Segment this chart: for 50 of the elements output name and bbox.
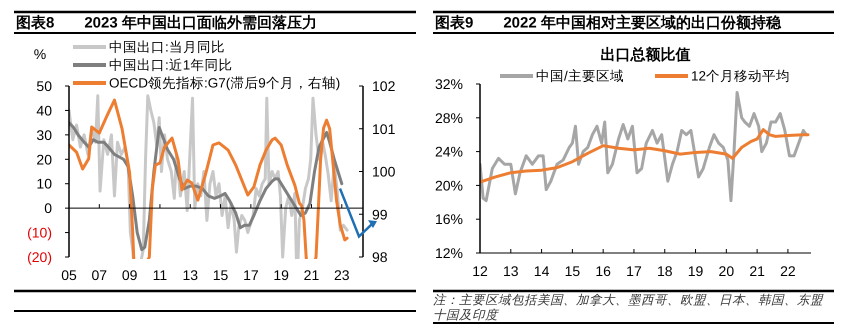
x-tick-label: 17 [243,267,259,283]
x-tick-label: 22 [780,263,796,279]
x-tick-label: 05 [61,267,77,283]
x-tick-label: 17 [626,263,642,279]
x-tick-label: 19 [688,263,704,279]
chart-title: 图表9 2022 年中国相对主要区域的出口份额持稳 [435,14,782,32]
x-tick-label: 18 [656,263,673,279]
y-tick-label: 10 [36,176,52,192]
x-tick-label: 13 [182,267,198,283]
y-tick-label: 40 [36,102,52,118]
legend-label: 中国出口:近1年同比 [109,58,232,72]
legend-label: 中国出口:当月同比 [109,40,225,54]
x-tick-label: 13 [503,263,519,279]
y-tick-label: 32% [434,76,463,92]
y-tick-label: 28% [434,110,463,126]
y-tick-label: 30 [36,126,52,143]
y-tick-label: 24% [434,144,463,160]
y-tick-label: 16% [434,211,463,228]
x-tick-label: 21 [749,263,766,279]
legend-label: OECD领先指标:G7(滞后9个月，右轴) [109,76,340,90]
y2-tick-label: 98 [372,249,388,265]
y-tick-label: (10) [27,224,52,241]
y-tick-label: 20% [434,177,463,194]
y2-tick-label: 101 [372,120,396,137]
x-tick-label: 20 [718,263,734,279]
x-tick-label: 21 [304,267,320,283]
y-tick-label: 50 [36,78,52,94]
y-tick-label: 20 [36,151,52,168]
x-tick-label: 23 [334,267,350,283]
y-axis-title: % [34,46,46,62]
y2-tick-label: 102 [372,78,396,94]
y-tick-label: 0 [44,200,52,216]
x-tick-label: 12 [472,263,488,279]
text: 注：主要区域包括美国、加拿大、墨西哥、欧盟、日本、韩国、东盟十国及印度 [433,293,824,323]
x-tick-label: 11 [152,267,168,283]
chart-title: 图表8 2023 年中国出口面临外需回落压力 [16,14,317,32]
legend-label: 12个月移动平均 [691,68,790,84]
x-tick-label: 19 [273,267,290,283]
x-tick-label: 09 [122,267,138,283]
chart-subtitle: 出口总额比值 [600,46,690,64]
x-tick-label: 16 [595,263,612,279]
x-tick-label: 15 [212,267,229,283]
y2-tick-label: 99 [372,206,388,222]
x-tick-label: 15 [564,263,580,279]
y-tick-label: (20) [27,249,52,265]
x-tick-label: 07 [92,267,108,283]
legend-label: 中国/主要区域 [536,68,624,84]
x-tick-label: 14 [534,263,550,279]
y-tick-label: 12% [434,245,463,261]
y2-tick-label: 100 [372,164,396,180]
